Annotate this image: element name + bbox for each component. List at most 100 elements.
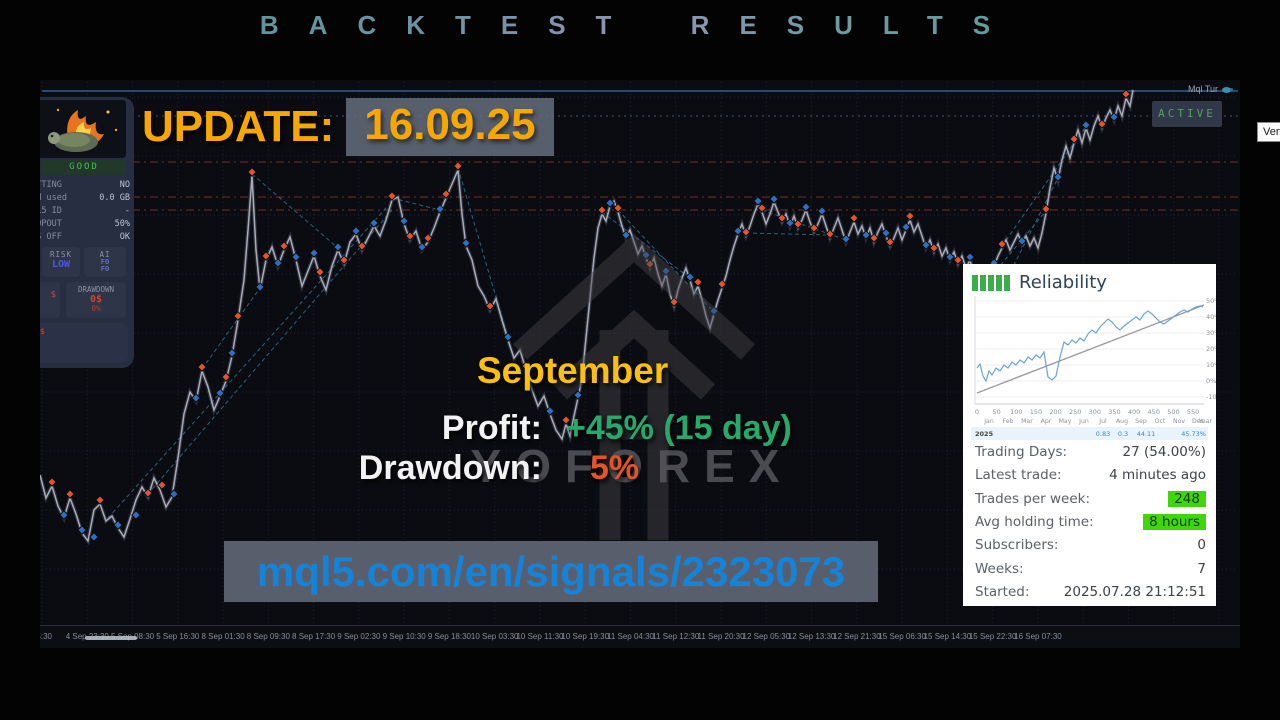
- summary-value: $: [40, 327, 45, 336]
- trade-marker-sell: [95, 495, 105, 505]
- trade-marker-sell: [65, 489, 75, 499]
- trade-connector: [601, 211, 691, 279]
- trade-marker-sell: [1069, 134, 1079, 144]
- trade-marker-buy: [503, 332, 513, 342]
- symbol-text: Mql Tur: [1188, 84, 1219, 94]
- trade-marker-buy: [661, 266, 671, 276]
- trade-marker-sell: [885, 237, 895, 247]
- trade-marker-buy: [89, 532, 99, 542]
- trade-marker-buy: [1081, 120, 1091, 130]
- rel-x-tick: 250: [1069, 408, 1081, 416]
- trade-marker-buy: [113, 520, 123, 530]
- time-axis-label: 8 Sep 17:30: [292, 632, 336, 641]
- trade-marker-sell: [485, 301, 495, 311]
- rel-month-tick: May: [1059, 418, 1072, 425]
- rel-x-tick: 450: [1148, 408, 1160, 416]
- trade-marker-sell: [221, 372, 231, 382]
- rel-stat-label: Weeks:: [975, 560, 1024, 577]
- trade-marker-buy: [817, 206, 827, 216]
- trade-marker-buy: [753, 196, 763, 206]
- rel-stat-value: 248: [1168, 490, 1206, 507]
- rel-month-tick: Feb: [1003, 418, 1014, 425]
- trade-marker-sell: [233, 311, 243, 321]
- time-axis-label: 12 Sep 13:30: [787, 632, 836, 641]
- profit-value: +45% (15 day): [566, 409, 792, 447]
- chart-scrollbar[interactable]: [85, 636, 137, 640]
- trade-marker-buy: [733, 226, 743, 236]
- trade-marker-buy: [131, 510, 141, 520]
- balance-value: $: [50, 290, 56, 300]
- time-axis-label: 12 Sep 05:30: [742, 632, 791, 641]
- update-date: 16.09.25: [346, 98, 554, 156]
- risk-label: RISK: [49, 250, 73, 259]
- time-axis-label: 9 Sep 10:30: [382, 632, 426, 641]
- trade-marker-sell: [597, 205, 607, 215]
- trade-marker-buy: [399, 216, 409, 226]
- rel-x-tick: 400: [1128, 408, 1140, 416]
- rel-month-tick: Dec: [1192, 418, 1205, 425]
- trade-marker-sell: [645, 259, 655, 269]
- trade-marker-buy: [169, 489, 179, 499]
- trade-marker-sell: [387, 191, 397, 201]
- ea-stat-rows: NETTING NO RAM used 0.0 GB MQL5 ID - STOPOUT 50…: [40, 179, 130, 244]
- rel-x-tick: 150: [1030, 408, 1042, 416]
- trade-marker-buy: [1017, 236, 1027, 246]
- trade-marker-sell: [757, 203, 767, 213]
- ea-balance-box: $: [40, 282, 60, 318]
- time-axis-label: 9 Sep 02:30: [337, 632, 381, 641]
- trade-connector: [391, 197, 441, 211]
- trade-marker-buy: [191, 393, 201, 403]
- trade-marker-buy: [709, 306, 719, 316]
- trade-marker-buy: [291, 252, 301, 262]
- time-axis-label: 8 Sep 01:30: [201, 632, 245, 641]
- trade-marker-buy: [215, 388, 225, 398]
- time-axis-label: 10 Sep 19:30: [561, 632, 610, 641]
- rel-footer-value: 0.83: [1096, 430, 1110, 438]
- rel-footer-right: 45.73%: [1181, 430, 1206, 438]
- trade-marker-buy: [573, 390, 583, 400]
- trade-marker-sell: [1097, 119, 1107, 129]
- ai-label: AI: [99, 250, 111, 259]
- rel-month-tick: Jan: [983, 418, 994, 425]
- trade-connector: [251, 173, 339, 249]
- rel-y-tick: -10%: [1206, 393, 1216, 401]
- trade-marker-sell: [905, 211, 915, 221]
- page-title: BACKTEST RESULTS: [0, 10, 1280, 41]
- time-axis[interactable]: 15:304 Sep 23:305 Sep 08:305 Sep 16:308 …: [40, 625, 1240, 648]
- rel-x-tick: 0: [975, 408, 979, 416]
- ea-status-badge: GOOD: [42, 160, 126, 175]
- signal-link[interactable]: mql5.com/en/signals/2323073: [256, 547, 846, 595]
- rel-month-tick: Jun: [1078, 418, 1089, 425]
- rel-stat-row: Subscribers: 0: [975, 537, 1206, 553]
- trade-marker-sell: [279, 241, 289, 251]
- rating-bar: [980, 274, 986, 291]
- rating-bar: [988, 274, 994, 291]
- trade-marker-buy: [417, 242, 427, 252]
- profit-drawdown-block: Profit: +45% (15 day) Drawdown: 5%: [250, 408, 810, 488]
- rel-footer-value: 0.3: [1118, 430, 1128, 438]
- trade-marker-buy: [965, 252, 975, 262]
- trade-marker-buy: [255, 282, 265, 292]
- trade-marker-buy: [605, 198, 615, 208]
- drawdown-label: Drawdown:: [358, 449, 542, 487]
- rel-stat-label: Avg holding time:: [975, 513, 1094, 530]
- trade-marker-sell: [929, 243, 939, 253]
- trade-marker-buy: [309, 248, 319, 258]
- ea-row-value: NO: [119, 180, 130, 190]
- rel-x-tick: 300: [1089, 408, 1101, 416]
- reliability-title: Reliability: [1019, 272, 1107, 293]
- rel-y-tick: 40%: [1206, 313, 1216, 321]
- rel-stat-value: 27 (54.00%): [1122, 444, 1206, 460]
- trade-marker-buy: [841, 234, 851, 244]
- trade-marker-buy: [881, 228, 891, 238]
- rel-footer-strip: [971, 427, 1208, 440]
- time-axis-label: 9 Sep 18:30: [427, 632, 471, 641]
- ea-row-value: 0.0 GB: [99, 193, 130, 203]
- trade-marker-sell: [793, 219, 803, 229]
- time-axis-label: 15:30: [40, 632, 53, 641]
- rel-footer-value: 44.11: [1137, 430, 1156, 438]
- update-label: UPDATE:: [142, 102, 335, 151]
- time-axis-label: 16 Sep 07:30: [1014, 632, 1062, 641]
- rel-y-tick: 10%: [1206, 361, 1216, 369]
- rel-stat-value: 0: [1197, 537, 1206, 554]
